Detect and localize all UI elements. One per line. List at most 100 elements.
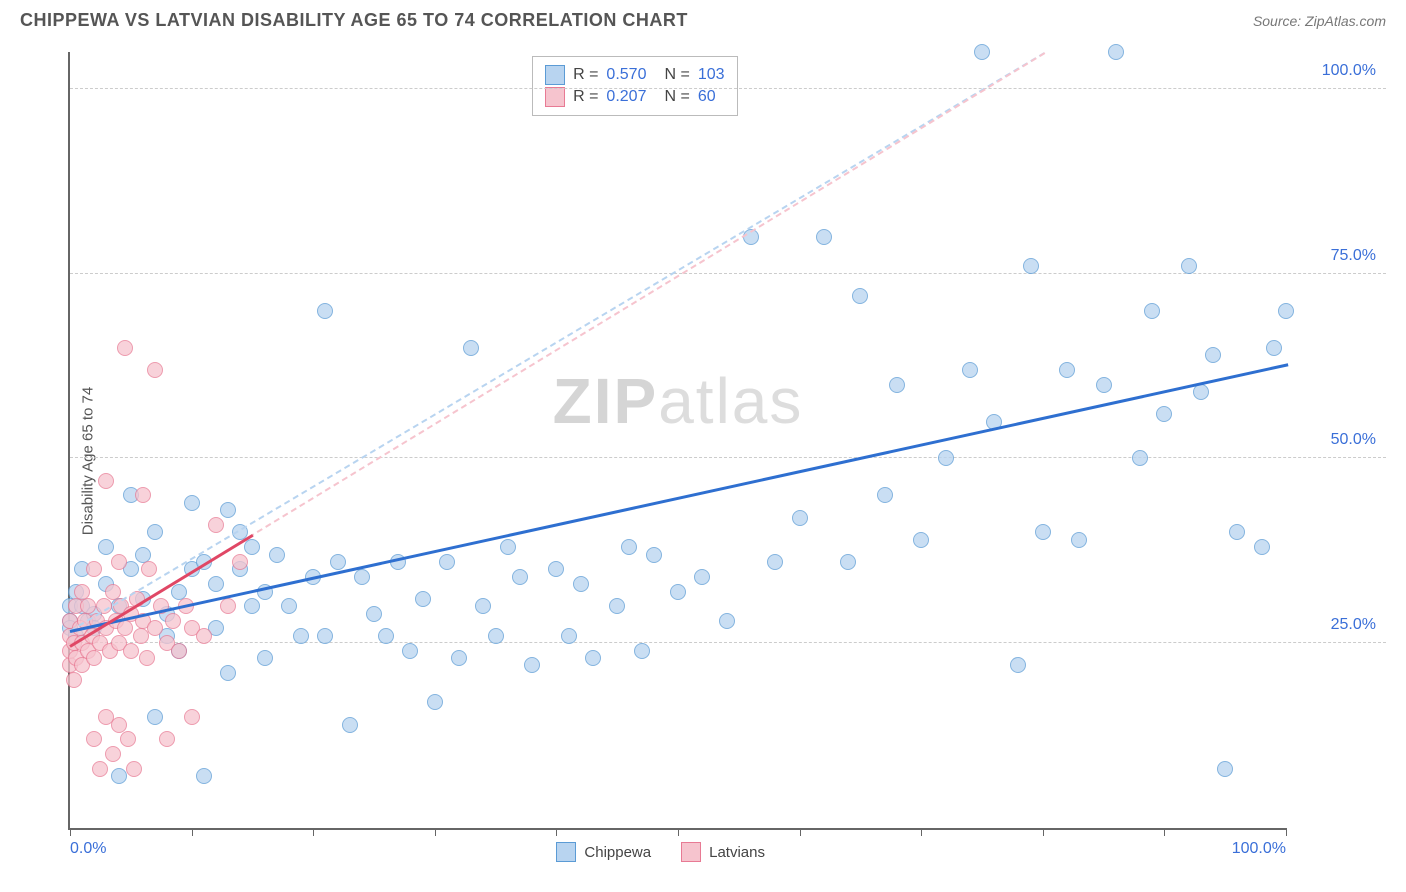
data-point xyxy=(1023,258,1039,274)
data-point xyxy=(135,547,151,563)
data-point xyxy=(974,44,990,60)
data-point xyxy=(1096,377,1112,393)
data-point xyxy=(147,620,163,636)
data-point xyxy=(86,650,102,666)
legend-row-latvians: R = 0.207 N = 60 xyxy=(545,87,724,107)
y-tick-label: 100.0% xyxy=(1322,62,1376,80)
data-point xyxy=(1010,657,1026,673)
data-point xyxy=(1254,539,1270,555)
chippewa-r-value: 0.570 xyxy=(606,66,646,84)
data-point xyxy=(1132,450,1148,466)
legend-item-chippewa: Chippewa xyxy=(556,842,651,862)
data-point xyxy=(196,628,212,644)
x-tick xyxy=(556,828,557,836)
data-point xyxy=(165,613,181,629)
data-point xyxy=(573,576,589,592)
x-tick xyxy=(800,828,801,836)
data-point xyxy=(208,576,224,592)
data-point xyxy=(135,487,151,503)
legend-row-chippewa: R = 0.570 N = 103 xyxy=(545,65,724,85)
correlation-legend: R = 0.570 N = 103 R = 0.207 N = 60 xyxy=(532,56,737,116)
data-point xyxy=(1266,340,1282,356)
data-point xyxy=(548,561,564,577)
data-point xyxy=(670,584,686,600)
y-tick-label: 25.0% xyxy=(1331,616,1376,634)
data-point xyxy=(117,340,133,356)
data-point xyxy=(80,598,96,614)
x-tick xyxy=(921,828,922,836)
data-point xyxy=(184,495,200,511)
data-point xyxy=(792,510,808,526)
data-point xyxy=(105,584,121,600)
data-point xyxy=(196,768,212,784)
data-point xyxy=(609,598,625,614)
data-point xyxy=(1108,44,1124,60)
data-point xyxy=(257,650,273,666)
data-point xyxy=(86,561,102,577)
data-point xyxy=(123,643,139,659)
gridline-h xyxy=(70,88,1386,89)
data-point xyxy=(317,628,333,644)
data-point xyxy=(646,547,662,563)
latvians-r-value: 0.207 xyxy=(606,88,646,106)
data-point xyxy=(694,569,710,585)
data-point xyxy=(126,761,142,777)
data-point xyxy=(767,554,783,570)
data-point xyxy=(220,598,236,614)
source-attribution: Source: ZipAtlas.com xyxy=(1253,13,1386,29)
data-point xyxy=(877,487,893,503)
x-tick xyxy=(1286,828,1287,836)
x-tick xyxy=(1043,828,1044,836)
legend-item-latvians: Latvians xyxy=(681,842,765,862)
data-point xyxy=(171,643,187,659)
data-point xyxy=(512,569,528,585)
x-tick xyxy=(70,828,71,836)
data-point xyxy=(962,362,978,378)
data-point xyxy=(415,591,431,607)
data-point xyxy=(147,524,163,540)
series-legend: Chippewa Latvians xyxy=(556,842,765,862)
data-point xyxy=(281,598,297,614)
data-point xyxy=(561,628,577,644)
data-point xyxy=(111,554,127,570)
data-point xyxy=(147,362,163,378)
data-point xyxy=(840,554,856,570)
gridline-h xyxy=(70,457,1386,458)
data-point xyxy=(147,709,163,725)
data-point xyxy=(74,584,90,600)
x-tick-label: 0.0% xyxy=(70,840,106,858)
latvians-swatch-icon xyxy=(681,842,701,862)
data-point xyxy=(463,340,479,356)
data-point xyxy=(1059,362,1075,378)
data-point xyxy=(634,643,650,659)
data-point xyxy=(439,554,455,570)
data-point xyxy=(244,539,260,555)
data-point xyxy=(366,606,382,622)
data-point xyxy=(117,620,133,636)
data-point xyxy=(111,717,127,733)
x-tick xyxy=(192,828,193,836)
data-point xyxy=(66,672,82,688)
x-tick-label: 100.0% xyxy=(1232,840,1286,858)
x-tick xyxy=(313,828,314,836)
trend-line-extrapolated xyxy=(69,52,1044,632)
data-point xyxy=(269,547,285,563)
data-point xyxy=(141,561,157,577)
data-point xyxy=(816,229,832,245)
x-tick xyxy=(678,828,679,836)
data-point xyxy=(500,539,516,555)
data-point xyxy=(159,731,175,747)
data-point xyxy=(938,450,954,466)
chippewa-swatch-icon xyxy=(556,842,576,862)
data-point xyxy=(1229,524,1245,540)
latvians-n-value: 60 xyxy=(698,88,716,106)
watermark: ZIPatlas xyxy=(553,364,804,438)
data-point xyxy=(719,613,735,629)
data-point xyxy=(330,554,346,570)
data-point xyxy=(92,761,108,777)
data-point xyxy=(171,584,187,600)
data-point xyxy=(889,377,905,393)
data-point xyxy=(133,628,149,644)
data-point xyxy=(1144,303,1160,319)
y-tick-label: 50.0% xyxy=(1331,431,1376,449)
